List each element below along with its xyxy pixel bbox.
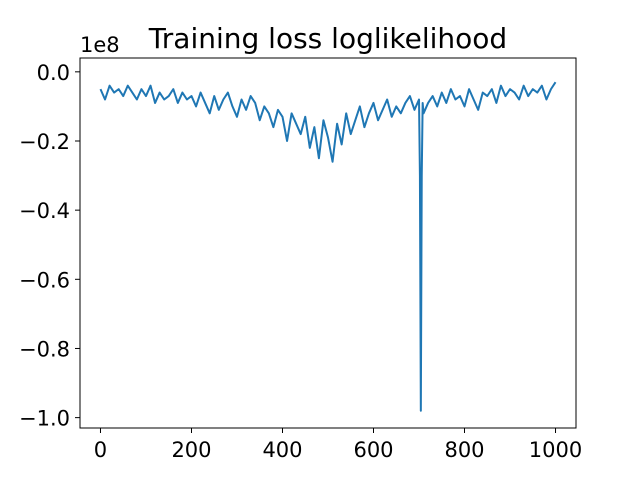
x-tick-label: 800 [444,438,484,462]
x-tick-label: 1000 [529,438,582,462]
x-tick-label: 600 [353,438,393,462]
plot-area [80,58,576,428]
y-tick-label: −1.0 [19,407,70,431]
y-tick-label: −0.4 [19,199,70,223]
series-line [99,81,557,412]
chart-title: Training loss loglikelihood [148,22,507,55]
y-offset-label: 1e8 [80,33,120,57]
y-tick-label: −0.6 [19,268,70,292]
y-tick-label: −0.2 [19,130,70,154]
x-tick-label: 400 [262,438,302,462]
x-tick-label: 0 [94,438,107,462]
x-tick-label: 200 [171,438,211,462]
y-tick-label: 0.0 [37,61,70,85]
y-tick-label: −0.8 [19,337,70,361]
y-axis: 0.0 −0.2 −0.4 −0.6 −0.8 −1.0 [19,61,80,431]
x-axis: 0 200 400 600 800 1000 [94,428,582,462]
plot-frame [79,57,577,429]
